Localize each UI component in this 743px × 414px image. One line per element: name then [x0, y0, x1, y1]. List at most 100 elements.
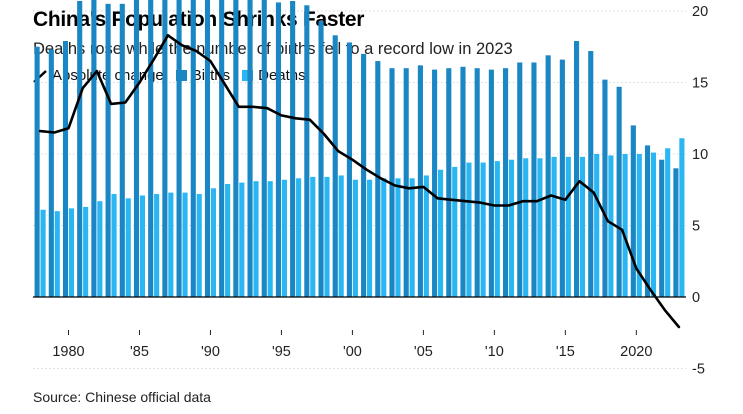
- x-tick-label: '10: [485, 344, 504, 360]
- births-bar: [62, 41, 69, 297]
- births-bar: [105, 3, 111, 297]
- births-bar: [644, 145, 651, 297]
- y-tick-label: 10: [692, 147, 708, 163]
- births-bar: [261, 0, 267, 297]
- births-bar: [474, 68, 480, 297]
- births-bar: [375, 61, 381, 297]
- deaths-bar: [480, 162, 486, 297]
- deaths-bar: [395, 178, 401, 297]
- births-bar: [417, 65, 423, 297]
- births-bar: [446, 68, 452, 297]
- y-tick-label: 20: [692, 4, 708, 20]
- deaths-bar: [40, 209, 46, 297]
- births-bar: [545, 55, 551, 297]
- x-tick-label: 1980: [52, 344, 84, 360]
- births-bar: [630, 125, 636, 298]
- deaths-bar: [125, 198, 131, 297]
- x-tick-label: '95: [272, 344, 291, 360]
- births-bar: [361, 53, 367, 298]
- deaths-bar: [508, 159, 515, 297]
- deaths-bar: [182, 192, 188, 297]
- deaths-bar: [267, 181, 273, 297]
- births-bar: [332, 35, 338, 298]
- x-tick-label: 2020: [620, 344, 652, 360]
- source-note: Source: Chinese official data: [33, 389, 211, 405]
- deaths-bar: [310, 176, 316, 297]
- y-tick-label: 15: [692, 76, 708, 92]
- y-tick-label: 0: [692, 290, 700, 306]
- deaths-bar: [423, 175, 429, 297]
- y-tick-label: -5: [692, 362, 705, 378]
- deaths-bar: [438, 169, 444, 297]
- births-bar: [219, 0, 225, 297]
- births-bar: [517, 62, 523, 298]
- absolute-change-line: [38, 33, 681, 329]
- deaths-bar: [579, 156, 586, 297]
- deaths-bar: [665, 148, 671, 297]
- births-bar: [91, 0, 97, 298]
- deaths-bar: [537, 158, 543, 297]
- births-bar: [304, 5, 310, 298]
- births-bar: [460, 66, 466, 298]
- deaths-bar: [68, 208, 75, 297]
- births-bar: [133, 0, 140, 298]
- deaths-bar: [352, 179, 358, 297]
- deaths-bar: [281, 179, 287, 297]
- births-bar: [588, 51, 594, 297]
- deaths-bar: [296, 178, 302, 297]
- births-bar: [318, 21, 324, 297]
- deaths-bar: [83, 206, 89, 297]
- deaths-bar: [650, 152, 657, 297]
- births-bar: [559, 59, 565, 298]
- x-tick-label: '90: [201, 344, 220, 360]
- deaths-bar: [409, 178, 415, 297]
- deaths-bar: [168, 192, 174, 297]
- deaths-bar: [196, 194, 202, 297]
- births-bar: [233, 0, 239, 298]
- births-bar: [673, 168, 679, 297]
- x-tick-label: '85: [130, 344, 149, 360]
- deaths-bar: [367, 179, 373, 297]
- births-bar: [247, 0, 253, 297]
- deaths-bar: [210, 188, 216, 297]
- deaths-bar: [452, 166, 458, 297]
- births-bar: [503, 68, 509, 297]
- deaths-bar: [54, 211, 60, 297]
- deaths-bar: [253, 181, 259, 297]
- births-bar: [148, 0, 154, 297]
- births-bar: [403, 68, 409, 297]
- deaths-bar: [466, 162, 472, 297]
- births-bar: [616, 86, 622, 297]
- births-bar: [190, 0, 196, 298]
- deaths-bar: [608, 155, 614, 297]
- x-tick-label: '05: [414, 344, 433, 360]
- births-bar: [346, 42, 352, 298]
- deaths-bar: [154, 194, 160, 297]
- deaths-bar: [679, 138, 685, 297]
- deaths-bar: [551, 156, 557, 297]
- births-bar: [488, 69, 494, 297]
- deaths-bar: [338, 175, 344, 297]
- births-bar: [119, 3, 125, 297]
- births-bar: [77, 0, 83, 298]
- deaths-bar: [565, 156, 571, 297]
- births-bar: [573, 41, 580, 297]
- births-bar: [176, 0, 182, 297]
- deaths-bar: [381, 178, 387, 297]
- deaths-bar: [97, 201, 103, 297]
- births-bar: [602, 79, 608, 297]
- births-bar: [34, 46, 40, 297]
- births-bar: [531, 62, 537, 298]
- deaths-bar: [494, 161, 500, 297]
- births-bar: [659, 159, 665, 297]
- births-bar: [432, 69, 438, 297]
- births-bar: [204, 0, 211, 297]
- deaths-bar: [523, 158, 529, 297]
- deaths-bar: [324, 176, 330, 297]
- y-tick-label: 5: [692, 219, 700, 235]
- births-bar: [48, 49, 54, 297]
- x-tick-label: '15: [556, 344, 575, 360]
- chart-title: China's Population Shrinks Faster: [33, 8, 365, 31]
- deaths-bar: [225, 184, 231, 297]
